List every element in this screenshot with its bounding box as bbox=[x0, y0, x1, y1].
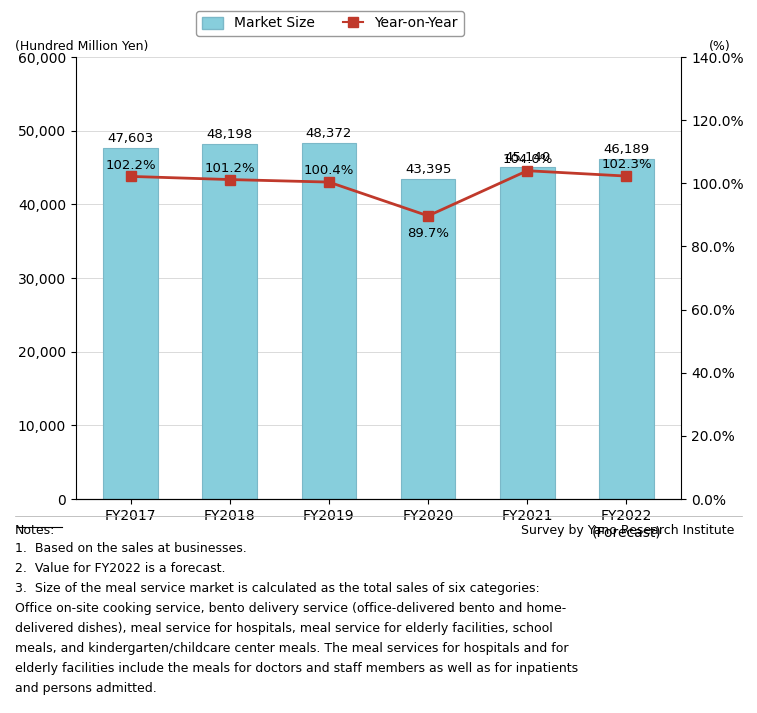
Text: 101.2%: 101.2% bbox=[204, 162, 255, 175]
Text: 104.0%: 104.0% bbox=[502, 153, 553, 166]
Text: elderly facilities include the meals for doctors and staff members as well as fo: elderly facilities include the meals for… bbox=[15, 662, 578, 674]
Text: meals, and kindergarten/childcare center meals. The meal services for hospitals : meals, and kindergarten/childcare center… bbox=[15, 642, 569, 655]
Text: Notes:: Notes: bbox=[15, 524, 55, 537]
Bar bbox=[400, 180, 456, 499]
Text: 102.3%: 102.3% bbox=[601, 158, 652, 171]
Text: 100.4%: 100.4% bbox=[304, 164, 354, 178]
Text: 1.  Based on the sales at businesses.: 1. Based on the sales at businesses. bbox=[15, 542, 247, 555]
Text: (%): (%) bbox=[709, 40, 731, 53]
Bar bbox=[202, 144, 257, 499]
Text: 102.2%: 102.2% bbox=[105, 159, 156, 172]
Text: 3.  Size of the meal service market is calculated as the total sales of six cate: 3. Size of the meal service market is ca… bbox=[15, 582, 540, 595]
Legend: Market Size, Year-on-Year: Market Size, Year-on-Year bbox=[197, 11, 463, 36]
Text: Survey by Yano Research Institute: Survey by Yano Research Institute bbox=[521, 524, 734, 537]
Text: 2.  Value for FY2022 is a forecast.: 2. Value for FY2022 is a forecast. bbox=[15, 562, 226, 575]
Text: 45,140: 45,140 bbox=[504, 150, 550, 163]
Text: 48,372: 48,372 bbox=[306, 127, 352, 140]
Text: delivered dishes), meal service for hospitals, meal service for elderly faciliti: delivered dishes), meal service for hosp… bbox=[15, 622, 553, 635]
Text: 46,189: 46,189 bbox=[603, 143, 650, 156]
Bar bbox=[500, 167, 555, 499]
Text: (Hundred Million Yen): (Hundred Million Yen) bbox=[15, 40, 148, 53]
Text: and persons admitted.: and persons admitted. bbox=[15, 682, 157, 694]
Text: 47,603: 47,603 bbox=[107, 133, 154, 145]
Bar bbox=[301, 143, 357, 499]
Text: 43,395: 43,395 bbox=[405, 163, 451, 176]
Text: Office on-site cooking service, bento delivery service (office-delivered bento a: Office on-site cooking service, bento de… bbox=[15, 602, 566, 615]
Text: 89.7%: 89.7% bbox=[407, 227, 449, 240]
Bar bbox=[600, 159, 654, 499]
Bar bbox=[103, 148, 157, 499]
Text: 48,198: 48,198 bbox=[207, 128, 253, 141]
